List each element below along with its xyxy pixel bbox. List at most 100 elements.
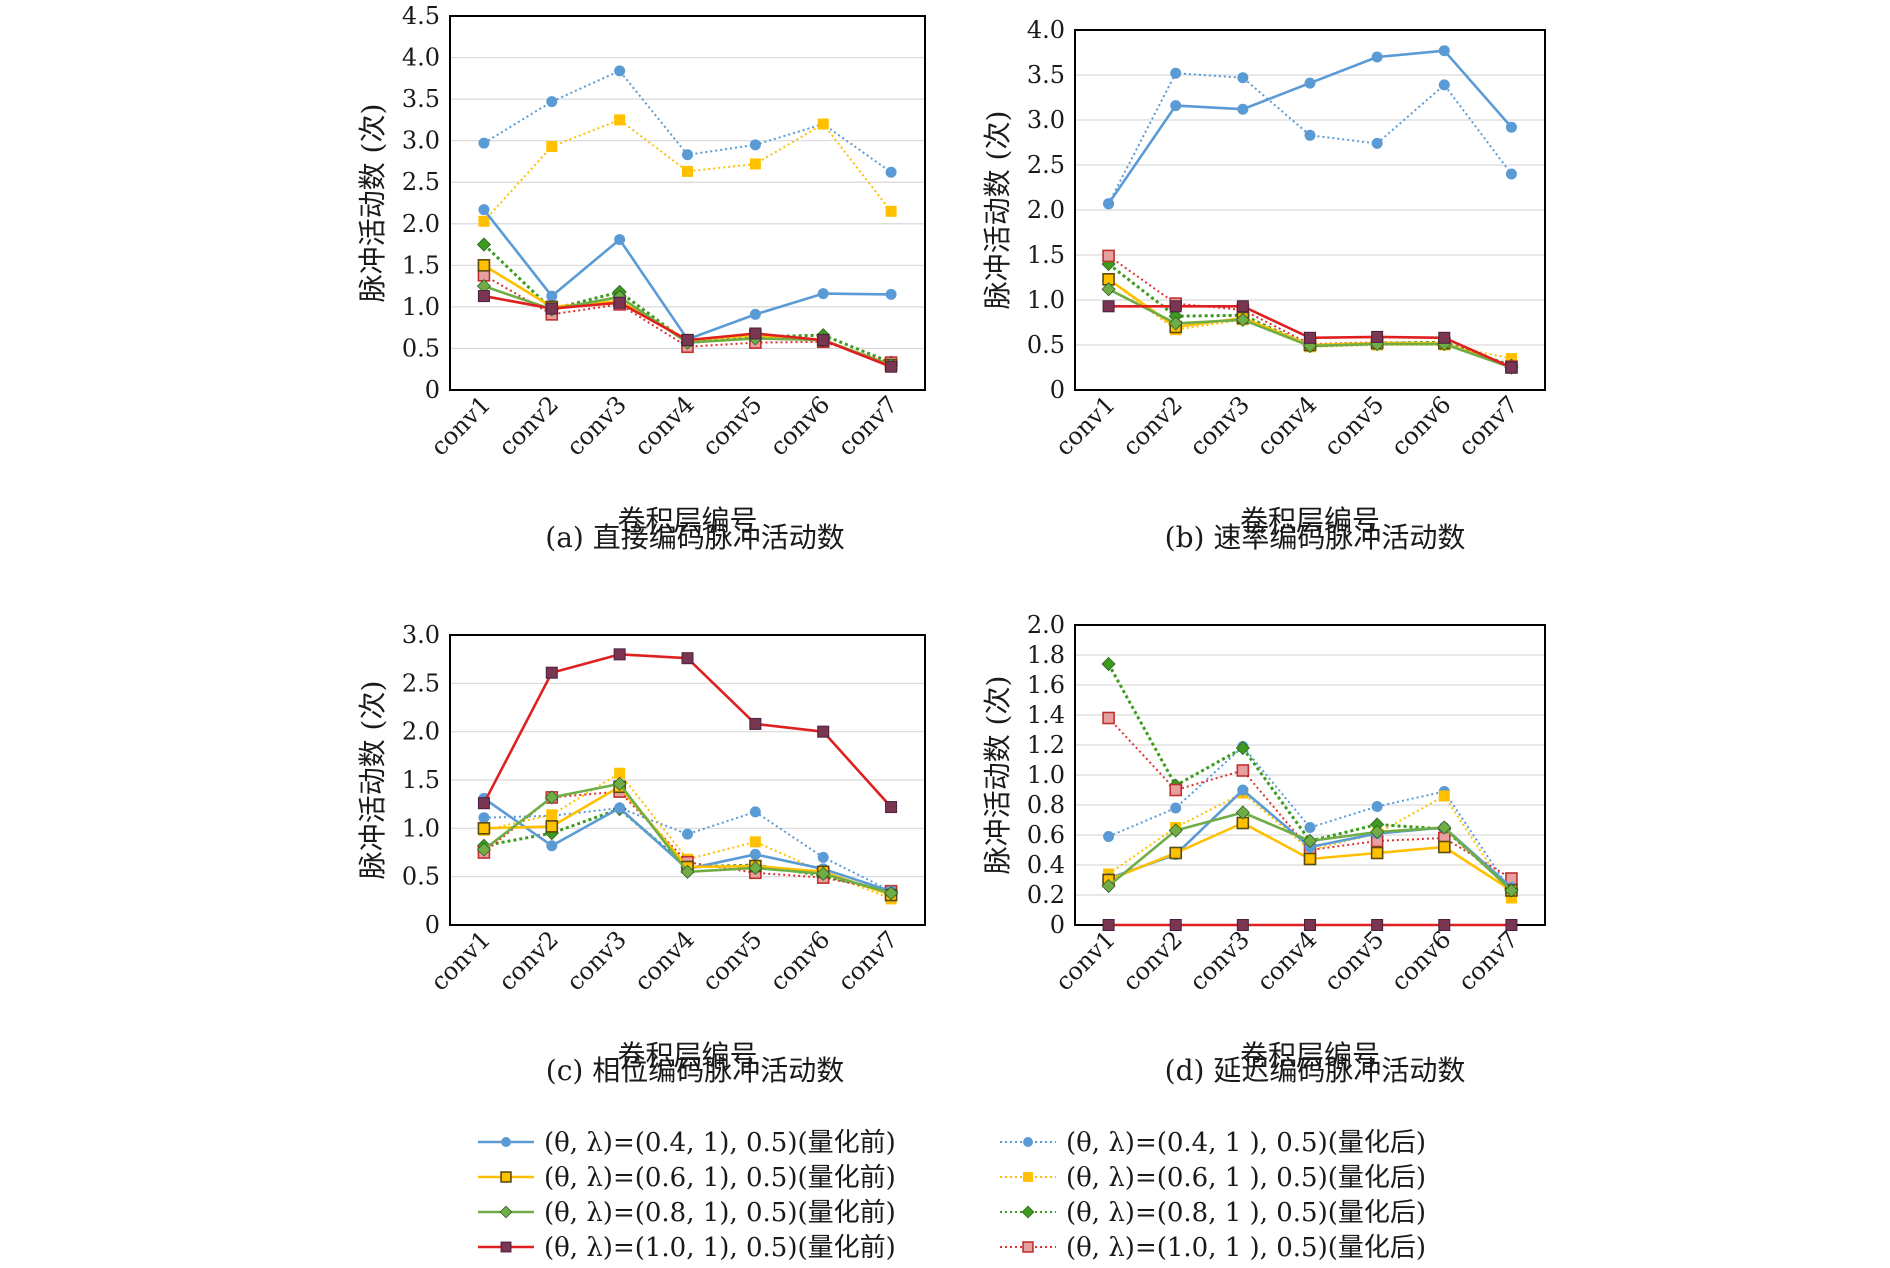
y-tick-label: 3.5: [1027, 61, 1065, 89]
series-3: [477, 780, 898, 902]
y-tick-label: 1.6: [1027, 671, 1065, 699]
data-point: [477, 290, 490, 303]
series-3: [477, 259, 898, 372]
y-tick-label: 2.0: [402, 718, 440, 746]
data-point: [1169, 846, 1183, 860]
series-4: [478, 114, 897, 227]
data-point: [1505, 892, 1517, 904]
data-point: [1237, 784, 1249, 796]
data-point: [1302, 833, 1318, 849]
x-tick-label: conv6: [765, 390, 836, 461]
legend-item: (θ, λ)=(0.4, 1 ), 0.5)(量化后): [1000, 1128, 1426, 1158]
data-point: [1169, 783, 1183, 797]
data-point: [1237, 103, 1249, 115]
y-tick-label: 0.6: [1027, 821, 1065, 849]
legend-label: (θ, λ)=(1.0, 1), 0.5)(量化前): [544, 1233, 896, 1263]
data-point: [884, 886, 899, 901]
x-axis-label: 卷积层编号: [617, 1039, 757, 1072]
x-tick-label: conv5: [1319, 925, 1390, 996]
data-point: [1235, 805, 1250, 820]
y-tick-label: 3.5: [402, 85, 440, 113]
data-point: [682, 828, 693, 840]
data-point: [546, 840, 558, 852]
data-point: [885, 360, 898, 373]
legend: (θ, λ)=(0.4, 1), 0.5)(量化前) (θ, λ)=(0.4, 1…: [478, 1128, 1426, 1263]
legend-label: (θ, λ)=(1.0, 1 ), 0.5)(量化后): [1066, 1233, 1426, 1263]
y-tick-label: 1.2: [1027, 731, 1065, 759]
data-point: [1505, 353, 1517, 364]
y-tick-label: 2.0: [402, 210, 440, 238]
series-7: [1102, 919, 1518, 931]
legend-label: (θ, λ)=(0.6, 1), 0.5)(量化前): [544, 1163, 896, 1193]
data-point: [1505, 168, 1517, 180]
data-point: [682, 149, 693, 161]
data-point: [817, 851, 829, 863]
data-point: [749, 308, 761, 320]
legend-label: (θ, λ)=(0.4, 1 ), 0.5)(量化后): [1066, 1128, 1426, 1158]
data-point: [1236, 300, 1249, 313]
data-point: [1235, 740, 1250, 756]
y-tick-label: 1.8: [1027, 641, 1065, 669]
legend-item: (θ, λ)=(0.6, 1 ), 0.5)(量化后): [1000, 1163, 1426, 1193]
legend-label: (θ, λ)=(0.8, 1), 0.5)(量化前): [544, 1198, 896, 1228]
y-axis-label: 脉冲活动数 (次): [981, 676, 1014, 875]
y-tick-label: 0.5: [402, 334, 440, 362]
x-tick-label: conv3: [1184, 390, 1255, 461]
x-tick-label: conv7: [1453, 390, 1524, 461]
y-tick-label: 1.5: [402, 251, 440, 279]
series-6: [1101, 256, 1519, 373]
data-point: [546, 290, 558, 302]
series-7: [1102, 300, 1518, 374]
data-point: [1371, 919, 1384, 931]
data-point: [1437, 840, 1451, 854]
data-point: [1103, 198, 1115, 210]
data-point: [749, 836, 761, 848]
x-tick-label: conv3: [561, 925, 632, 996]
data-point: [1438, 790, 1450, 802]
chart-panel-2: 00.51.01.52.02.53.03.54.0conv1conv2conv3…: [981, 16, 1546, 554]
y-tick-label: 0.4: [1027, 851, 1065, 879]
series-5: [1101, 282, 1519, 375]
data-point: [477, 822, 491, 835]
data-point: [1370, 846, 1384, 860]
y-tick-label: 1.5: [1027, 241, 1065, 269]
data-point: [885, 166, 897, 178]
y-tick-label: 2.5: [402, 168, 440, 196]
data-point: [1370, 824, 1385, 840]
data-point: [1304, 129, 1316, 141]
data-point: [1371, 330, 1384, 343]
series-line: [1107, 288, 1512, 369]
data-point: [545, 666, 558, 679]
data-point: [1235, 312, 1250, 327]
data-point: [614, 65, 626, 77]
data-point: [1371, 801, 1383, 812]
data-point: [1170, 802, 1182, 814]
legend-item: (θ, λ)=(0.8, 1 ), 0.5)(量化后): [1000, 1198, 1426, 1228]
data-point: [681, 652, 694, 665]
data-point: [1304, 822, 1316, 833]
data-point: [748, 860, 763, 876]
data-point: [1371, 137, 1383, 149]
y-tick-label: 3.0: [402, 127, 440, 155]
data-point: [1236, 919, 1249, 931]
x-axis-label: 卷积层编号: [1240, 504, 1380, 537]
data-point: [1505, 121, 1517, 133]
data-point: [614, 114, 626, 126]
data-point: [1101, 656, 1116, 672]
legend-swatch-marker: [1023, 1137, 1033, 1147]
data-point: [1437, 820, 1452, 835]
data-point: [613, 296, 626, 309]
x-tick-label: conv3: [561, 390, 632, 461]
data-point: [682, 165, 693, 177]
data-point: [1103, 831, 1115, 842]
data-point: [1304, 919, 1316, 931]
legend-swatch-marker: [1022, 1241, 1034, 1253]
data-point: [749, 158, 761, 170]
y-tick-label: 4.5: [402, 2, 440, 30]
y-tick-label: 2.0: [1027, 611, 1065, 639]
legend-item: (θ, λ)=(0.4, 1), 0.5)(量化前): [478, 1128, 896, 1158]
data-point: [1438, 331, 1451, 344]
data-point: [1169, 300, 1182, 313]
x-tick-label: conv3: [1184, 925, 1255, 996]
